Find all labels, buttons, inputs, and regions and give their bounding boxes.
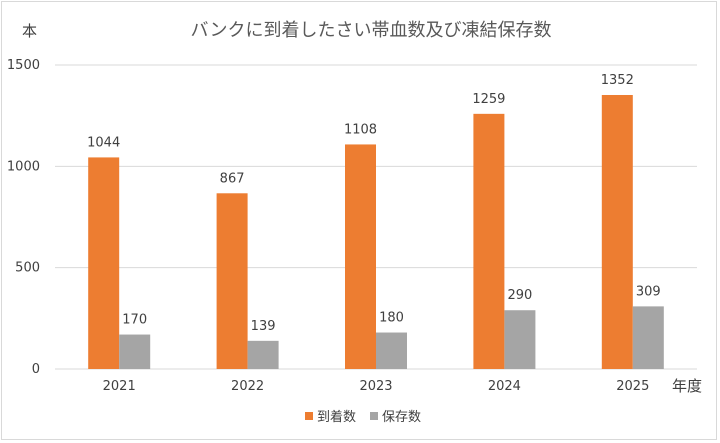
data-label: 180: [379, 311, 404, 326]
y-tick-label: 500: [15, 261, 40, 276]
bar-arrived: [601, 94, 633, 370]
y-tick-label: 1500: [7, 58, 40, 73]
data-label: 1108: [344, 122, 377, 137]
y-tick-label: 1000: [7, 159, 40, 174]
data-label: 1044: [87, 135, 120, 150]
bar-stored: [504, 310, 536, 369]
legend-swatch: [370, 412, 378, 420]
data-label: 309: [636, 284, 661, 299]
bar-stored: [376, 332, 407, 369]
x-tick-label: 2025: [616, 379, 649, 394]
legend: 到着数 保存数: [305, 409, 421, 425]
data-label: 1259: [472, 92, 505, 107]
x-tick-label: 2023: [359, 379, 392, 394]
bar-arrived: [345, 144, 376, 369]
y-tick-label: 0: [32, 362, 40, 377]
data-label: 290: [507, 288, 532, 303]
bars: [88, 94, 664, 370]
bar-stored: [247, 340, 279, 369]
x-tick-label: 2024: [488, 379, 521, 394]
data-label: 139: [251, 319, 276, 334]
bar-stored: [119, 334, 151, 369]
bar-arrived: [216, 193, 248, 369]
x-tick-label: 2021: [103, 379, 136, 394]
bar-arrived: [473, 113, 505, 369]
bar-stored: [632, 306, 664, 369]
legend-label: 到着数: [317, 409, 356, 425]
legend-swatch: [305, 412, 313, 420]
data-labels: 1044 170 867 139 1108 180 1259 290 1352 309: [87, 73, 661, 334]
data-label: 170: [122, 313, 147, 328]
x-axis-unit-label: 年度: [672, 377, 702, 395]
chart-title: バンクに到着したさい帯血数及び凍結保存数: [191, 20, 552, 41]
x-tick-label: 2022: [231, 379, 264, 394]
y-axis-ticks: 0 500 1000 1500: [7, 58, 40, 377]
y-axis-unit-label: 本: [22, 22, 37, 40]
bar-arrived: [88, 157, 120, 369]
x-axis-ticks: 2021 2022 2023 2024 2025: [103, 379, 650, 394]
legend-label: 保存数: [382, 410, 421, 425]
data-label: 1352: [601, 73, 634, 88]
data-label: 867: [220, 171, 245, 186]
